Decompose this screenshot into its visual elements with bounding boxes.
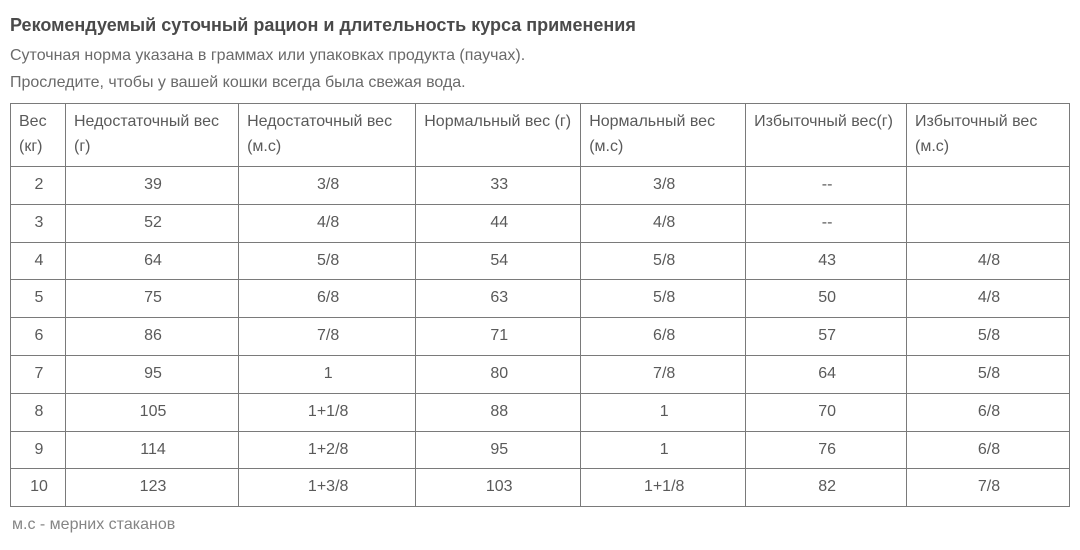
- table-cell: 6/8: [907, 431, 1070, 469]
- table-cell: 76: [746, 431, 907, 469]
- table-row: 6867/8716/8575/8: [11, 318, 1070, 356]
- table-row: 81051+1/8881706/8: [11, 393, 1070, 431]
- table-cell: 63: [416, 280, 581, 318]
- col-header-overweight-mc: Избыточный вес (м.с): [907, 104, 1070, 167]
- table-cell: 6: [11, 318, 66, 356]
- table-row: 101231+3/81031+1/8827/8: [11, 469, 1070, 507]
- table-cell: 54: [416, 242, 581, 280]
- table-cell: 5/8: [581, 280, 746, 318]
- table-cell: 80: [416, 356, 581, 394]
- page-title: Рекомендуемый суточный рацион и длительн…: [10, 12, 1070, 40]
- table-cell: 64: [746, 356, 907, 394]
- table-cell: 75: [65, 280, 238, 318]
- table-cell: 1+2/8: [239, 431, 416, 469]
- table-row: 2393/8333/8--: [11, 167, 1070, 205]
- table-cell: --: [746, 167, 907, 205]
- table-cell: 123: [65, 469, 238, 507]
- table-cell: 7/8: [581, 356, 746, 394]
- table-cell: 1+1/8: [239, 393, 416, 431]
- table-cell: 114: [65, 431, 238, 469]
- table-cell: 1+1/8: [581, 469, 746, 507]
- table-cell: 86: [65, 318, 238, 356]
- table-cell: 1: [581, 431, 746, 469]
- col-header-underweight-mc: Недостаточный вес (м.с): [239, 104, 416, 167]
- table-cell: 9: [11, 431, 66, 469]
- table-cell: 3/8: [239, 167, 416, 205]
- table-cell: 103: [416, 469, 581, 507]
- table-cell: 64: [65, 242, 238, 280]
- table-cell: 5/8: [239, 242, 416, 280]
- table-cell: 43: [746, 242, 907, 280]
- page-subtitle-2: Проследите, чтобы у вашей кошки всегда б…: [10, 71, 1070, 96]
- table-cell: 33: [416, 167, 581, 205]
- table-cell: 5/8: [907, 356, 1070, 394]
- table-row: 91141+2/8951766/8: [11, 431, 1070, 469]
- table-cell: 3/8: [581, 167, 746, 205]
- table-cell: 4/8: [907, 280, 1070, 318]
- table-cell: 57: [746, 318, 907, 356]
- col-header-underweight-g: Недостаточный вес (г): [65, 104, 238, 167]
- table-cell: 10: [11, 469, 66, 507]
- table-cell: 95: [65, 356, 238, 394]
- page-subtitle-1: Суточная норма указана в граммах или упа…: [10, 44, 1070, 69]
- table-cell: [907, 167, 1070, 205]
- table-cell: 4/8: [239, 204, 416, 242]
- table-cell: 4: [11, 242, 66, 280]
- table-cell: 2: [11, 167, 66, 205]
- table-row: 3524/8444/8--: [11, 204, 1070, 242]
- table-cell: 7/8: [239, 318, 416, 356]
- table-header-row: Вес (кг) Недостаточный вес (г) Недостато…: [11, 104, 1070, 167]
- table-body: 2393/8333/8--3524/8444/8--4645/8545/8434…: [11, 167, 1070, 507]
- table-row: 5756/8635/8504/8: [11, 280, 1070, 318]
- table-cell: 88: [416, 393, 581, 431]
- table-cell: 5/8: [907, 318, 1070, 356]
- table-cell: 6/8: [239, 280, 416, 318]
- table-cell: 1+3/8: [239, 469, 416, 507]
- feeding-table: Вес (кг) Недостаточный вес (г) Недостато…: [10, 103, 1070, 507]
- table-cell: 3: [11, 204, 66, 242]
- col-header-overweight-g: Избыточный вес(г): [746, 104, 907, 167]
- table-cell: 4/8: [581, 204, 746, 242]
- table-cell: 1: [581, 393, 746, 431]
- table-cell: 52: [65, 204, 238, 242]
- table-cell: 70: [746, 393, 907, 431]
- table-cell: 95: [416, 431, 581, 469]
- col-header-normal-mc: Нормальный вес (м.с): [581, 104, 746, 167]
- table-cell: 5: [11, 280, 66, 318]
- table-cell: 44: [416, 204, 581, 242]
- table-cell: 7: [11, 356, 66, 394]
- footnote: м.с - мерних стаканов: [10, 513, 1070, 538]
- table-cell: 7/8: [907, 469, 1070, 507]
- table-cell: 39: [65, 167, 238, 205]
- table-row: 7951807/8645/8: [11, 356, 1070, 394]
- table-cell: 4/8: [907, 242, 1070, 280]
- table-cell: [907, 204, 1070, 242]
- table-cell: 6/8: [907, 393, 1070, 431]
- col-header-weight: Вес (кг): [11, 104, 66, 167]
- table-cell: 71: [416, 318, 581, 356]
- col-header-normal-g: Нормальный вес (г): [416, 104, 581, 167]
- table-row: 4645/8545/8434/8: [11, 242, 1070, 280]
- table-cell: 82: [746, 469, 907, 507]
- table-cell: 105: [65, 393, 238, 431]
- table-cell: 6/8: [581, 318, 746, 356]
- table-cell: 1: [239, 356, 416, 394]
- table-cell: 8: [11, 393, 66, 431]
- table-cell: --: [746, 204, 907, 242]
- table-cell: 5/8: [581, 242, 746, 280]
- table-cell: 50: [746, 280, 907, 318]
